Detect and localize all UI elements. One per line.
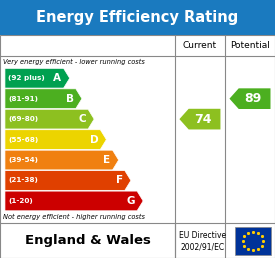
Polygon shape — [5, 68, 70, 88]
Text: (81-91): (81-91) — [8, 96, 38, 102]
Text: Very energy efficient - lower running costs: Very energy efficient - lower running co… — [3, 59, 145, 65]
Text: G: G — [126, 196, 135, 206]
Polygon shape — [5, 109, 94, 129]
Text: 89: 89 — [245, 92, 262, 105]
Polygon shape — [179, 109, 221, 130]
Text: (55-68): (55-68) — [8, 136, 38, 143]
Text: E: E — [103, 155, 110, 165]
Text: (39-54): (39-54) — [8, 157, 38, 163]
Text: B: B — [66, 94, 74, 104]
Text: EU Directive: EU Directive — [179, 231, 227, 240]
Text: Current: Current — [183, 41, 217, 50]
Bar — [0, 35, 275, 258]
Text: 2002/91/EC: 2002/91/EC — [181, 242, 225, 251]
Text: Not energy efficient - higher running costs: Not energy efficient - higher running co… — [3, 214, 145, 220]
Polygon shape — [5, 89, 82, 109]
Text: England & Wales: England & Wales — [24, 234, 150, 247]
Bar — [235, 227, 271, 255]
Text: (21-38): (21-38) — [8, 178, 38, 183]
Polygon shape — [5, 130, 106, 149]
Text: (1-20): (1-20) — [8, 198, 33, 204]
Text: Energy Efficiency Rating: Energy Efficiency Rating — [36, 10, 239, 25]
Text: D: D — [90, 135, 98, 144]
Polygon shape — [5, 191, 143, 211]
Polygon shape — [229, 88, 271, 109]
Text: A: A — [53, 73, 61, 83]
Text: C: C — [78, 114, 86, 124]
Text: (92 plus): (92 plus) — [8, 75, 45, 81]
Polygon shape — [5, 171, 131, 190]
Text: (69-80): (69-80) — [8, 116, 38, 122]
Polygon shape — [5, 150, 119, 170]
Text: F: F — [116, 175, 123, 186]
Text: Potential: Potential — [230, 41, 270, 50]
Bar — [0, 0, 275, 35]
Text: 74: 74 — [194, 113, 212, 126]
